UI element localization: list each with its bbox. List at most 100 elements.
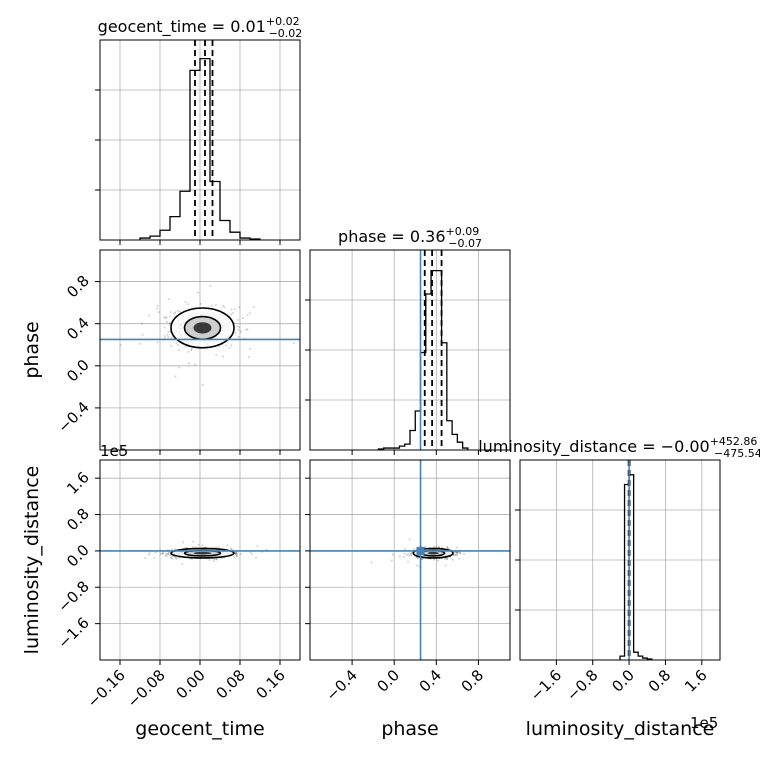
sample-point xyxy=(409,551,412,554)
sample-point xyxy=(164,317,167,320)
y-axis-label: luminosity_distance xyxy=(21,466,43,655)
x-axis-label: luminosity_distance xyxy=(526,718,715,740)
sample-point xyxy=(403,552,406,555)
sample-point xyxy=(451,558,454,561)
sample-point xyxy=(193,363,196,366)
sample-point xyxy=(234,551,237,554)
sample-point xyxy=(436,559,439,562)
sample-point xyxy=(455,551,458,554)
sample-point xyxy=(246,328,249,331)
x-tick-label: 0.4 xyxy=(416,666,446,696)
y-tick-label: 0.4 xyxy=(63,314,93,344)
sample-point xyxy=(170,557,173,560)
sample-point xyxy=(192,540,195,543)
sample-point xyxy=(251,552,254,555)
sample-point xyxy=(415,564,418,567)
sample-point xyxy=(238,325,241,328)
sample-point xyxy=(140,322,143,325)
sample-point xyxy=(445,557,448,560)
y-tick-label: 0.0 xyxy=(63,541,93,571)
panel-frame xyxy=(309,249,511,451)
sample-point xyxy=(184,301,187,304)
sample-point xyxy=(240,553,243,556)
sample-point xyxy=(407,553,410,556)
sample-point xyxy=(247,356,250,359)
panel-title: geocent_time = 0.01+0.02 −0.02 xyxy=(98,15,303,40)
sample-point xyxy=(164,552,167,555)
sample-point xyxy=(181,562,184,565)
sample-point xyxy=(408,554,411,557)
panel-frame xyxy=(309,459,511,661)
sample-point xyxy=(405,554,408,557)
y-tick-label: 0.8 xyxy=(63,505,93,535)
sample-point xyxy=(256,545,259,548)
sample-point xyxy=(228,346,231,349)
sample-point xyxy=(177,343,180,346)
panel-frame xyxy=(99,249,301,451)
sample-point xyxy=(235,555,238,558)
sample-point xyxy=(235,555,238,558)
sample-point xyxy=(213,558,216,561)
sample-point xyxy=(156,304,159,307)
panel-title: phase = 0.36+0.09 −0.07 xyxy=(338,225,482,250)
sample-point xyxy=(160,552,163,555)
sample-point xyxy=(237,335,240,338)
sample-point xyxy=(233,555,236,558)
sample-point xyxy=(184,345,187,348)
sample-point xyxy=(446,557,449,560)
sample-point xyxy=(210,304,213,307)
y-tick-label: 0.8 xyxy=(63,272,93,302)
sample-point xyxy=(197,543,200,546)
sample-point xyxy=(141,333,144,336)
sample-point xyxy=(162,552,165,555)
sample-point xyxy=(156,341,159,344)
y-tick-label: 0.0 xyxy=(63,356,93,386)
sample-point xyxy=(249,347,252,350)
sample-point xyxy=(167,553,170,556)
x-tick-label: 0.0 xyxy=(373,666,403,696)
y-tick-label: −0.4 xyxy=(54,398,92,436)
x-tick-label: 0.0 xyxy=(608,666,638,696)
panel-frame xyxy=(519,459,721,661)
sample-point xyxy=(170,344,173,347)
sample-point xyxy=(178,310,181,313)
sample-point xyxy=(178,366,181,369)
sample-point xyxy=(221,355,224,358)
sample-point xyxy=(456,554,459,557)
sample-point xyxy=(226,544,229,547)
density-peak xyxy=(193,322,212,334)
sample-point xyxy=(458,557,461,560)
sample-point xyxy=(456,552,459,555)
sample-point xyxy=(245,328,248,331)
sample-point xyxy=(175,556,178,559)
sample-point xyxy=(215,558,218,561)
title-sup: +0.09 xyxy=(446,225,480,238)
sample-point xyxy=(236,325,239,328)
sample-point xyxy=(407,560,410,563)
sample-point xyxy=(170,556,173,559)
sample-point xyxy=(235,552,238,555)
sample-point xyxy=(197,291,200,294)
panel-plot-area xyxy=(100,460,300,660)
sample-point xyxy=(424,545,427,548)
x-tick-label: −0.08 xyxy=(124,666,169,711)
sample-point xyxy=(402,556,405,559)
sample-point xyxy=(238,306,241,309)
sample-point xyxy=(455,553,458,556)
sample-point xyxy=(398,555,401,558)
sample-point xyxy=(166,333,169,336)
title-main: luminosity_distance = −0.00 xyxy=(478,437,709,457)
panel-plot-area xyxy=(310,250,510,450)
sample-point xyxy=(144,557,147,560)
sample-point xyxy=(446,545,449,548)
sample-point xyxy=(217,546,220,549)
sample-point xyxy=(175,342,178,345)
sample-point xyxy=(199,302,202,305)
x-tick-label: −0.8 xyxy=(563,666,601,704)
sample-point xyxy=(390,559,393,562)
sample-point xyxy=(167,336,170,339)
sample-point xyxy=(455,551,458,554)
sample-point xyxy=(188,362,191,365)
title-sub: −475.54 xyxy=(714,447,760,460)
sample-point xyxy=(209,284,212,287)
